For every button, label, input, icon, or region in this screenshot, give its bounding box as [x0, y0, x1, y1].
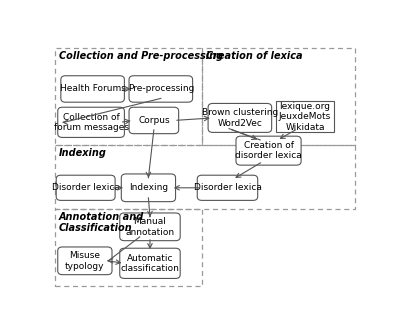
Text: Disorder lexica: Disorder lexica [194, 183, 262, 192]
Text: lexique.org
JeuxdeMots
Wikidata: lexique.org JeuxdeMots Wikidata [279, 102, 331, 131]
FancyBboxPatch shape [276, 101, 334, 132]
Text: Annotation and
Classification: Annotation and Classification [59, 212, 144, 233]
FancyBboxPatch shape [56, 175, 115, 200]
Text: Manual
annotation: Manual annotation [126, 217, 174, 236]
FancyBboxPatch shape [121, 174, 176, 202]
Text: Indexing: Indexing [59, 147, 106, 158]
Bar [55, 48, 202, 145]
Text: Misuse
typology: Misuse typology [65, 251, 105, 270]
Bar [202, 48, 355, 145]
FancyBboxPatch shape [120, 213, 180, 241]
Text: Creation of lexica: Creation of lexica [206, 51, 302, 60]
Text: Creation of
disorder lexica: Creation of disorder lexica [235, 141, 302, 160]
FancyBboxPatch shape [129, 107, 179, 134]
Text: Indexing: Indexing [129, 183, 168, 192]
FancyBboxPatch shape [61, 76, 124, 102]
Text: Disorder lexica: Disorder lexica [52, 183, 120, 192]
Text: Corpus: Corpus [138, 116, 170, 125]
Text: Pre-processing: Pre-processing [128, 84, 194, 94]
FancyBboxPatch shape [197, 175, 258, 200]
Text: Health Forums: Health Forums [60, 84, 126, 94]
FancyBboxPatch shape [58, 247, 112, 275]
FancyBboxPatch shape [120, 248, 180, 279]
Bar [55, 209, 202, 286]
FancyBboxPatch shape [208, 103, 272, 132]
Text: Collection and Pre-processing: Collection and Pre-processing [59, 51, 223, 60]
Text: Brown clustering
Word2Vec: Brown clustering Word2Vec [202, 108, 278, 128]
FancyBboxPatch shape [236, 136, 301, 165]
Bar [55, 145, 355, 209]
FancyBboxPatch shape [58, 107, 124, 137]
FancyBboxPatch shape [129, 76, 193, 102]
Text: Collection of
forum messages: Collection of forum messages [54, 112, 128, 132]
Text: Automatic
classification: Automatic classification [120, 254, 180, 273]
